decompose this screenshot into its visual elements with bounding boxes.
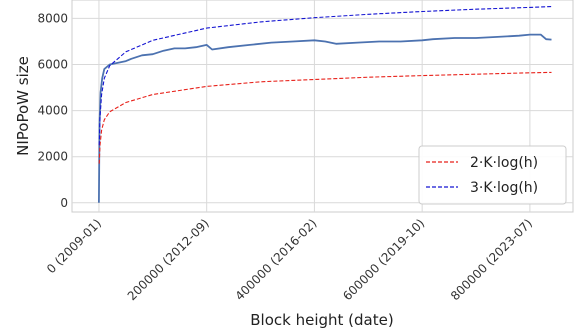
- y-tick-label: 4000: [37, 104, 68, 118]
- legend-label-2klog: 2·K·log(h): [470, 155, 538, 171]
- legend: 2·K·log(h) 3·K·log(h): [418, 145, 567, 205]
- series-line-nipopow-size: [98, 33, 552, 203]
- y-tick-label: 8000: [37, 11, 68, 25]
- y-tick-label: 2000: [37, 150, 68, 164]
- x-tick-label: 800000 (2023-07): [448, 216, 535, 303]
- x-axis-label: Block height (date): [250, 311, 393, 329]
- x-tick-label: 400000 (2016-02): [232, 216, 319, 303]
- x-tick-label: 0 (2009-01): [44, 216, 104, 276]
- series-line-2klog: [98, 71, 552, 164]
- y-axis-label: NIPoPoW size: [14, 56, 32, 156]
- x-tick-label: 200000 (2012-09): [125, 216, 212, 303]
- legend-label-3klog: 3·K·log(h): [470, 180, 538, 196]
- y-tick-label: 6000: [37, 58, 68, 72]
- series-line-3klog: [98, 5, 552, 146]
- x-tick-label: 600000 (2019-10): [340, 216, 427, 303]
- y-tick-label: 0: [60, 196, 68, 210]
- series-layer: [98, 5, 552, 203]
- legend-box: [418, 145, 567, 205]
